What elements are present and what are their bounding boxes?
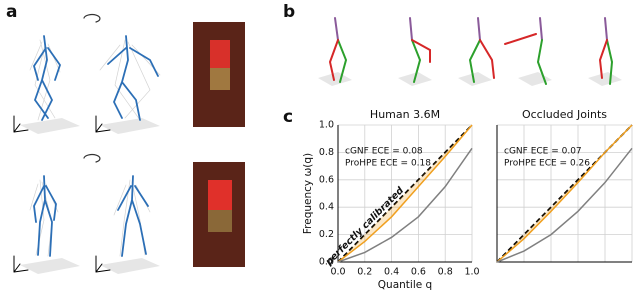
rotation-arrows <box>83 13 101 163</box>
x-tick-label: 0.6 <box>411 267 426 278</box>
y-tick-label: 0.6 <box>319 174 334 185</box>
chart-title: Occluded Joints <box>522 108 607 121</box>
panel-label: a <box>6 2 17 22</box>
x-tick-label: 0.2 <box>357 267 372 278</box>
x-axis-label: Quantile q <box>378 279 432 291</box>
y-tick-label: 0.8 <box>319 147 334 158</box>
chart-title: Human 3.6M <box>370 108 440 121</box>
panel-b-poses <box>318 17 622 86</box>
annotation: ProHPE ECE = 0.26 <box>504 159 590 169</box>
series-line <box>496 124 633 263</box>
y-tick-label: 0.4 <box>319 202 334 213</box>
panel-label: c <box>283 107 293 127</box>
photos <box>193 22 245 267</box>
series-line <box>496 147 633 263</box>
ground-planes <box>20 118 160 274</box>
x-tick-label: 0.0 <box>330 267 345 278</box>
y-tick-label: 1.0 <box>319 120 334 131</box>
annotation: cGNF ECE = 0.07 <box>504 147 582 157</box>
calibration-gap <box>338 125 472 262</box>
annotation: cGNF ECE = 0.08 <box>345 147 423 157</box>
pose-skeletons <box>33 35 159 257</box>
x-tick-label: 0.4 <box>384 267 399 278</box>
series-line <box>337 124 473 263</box>
x-tick-label: 0.8 <box>438 267 453 278</box>
y-tick-label: 0.0 <box>319 257 334 268</box>
series-line <box>337 147 473 263</box>
annotation: ProHPE ECE = 0.18 <box>345 159 431 169</box>
pose-ghosts <box>29 39 161 257</box>
pose-illustrations <box>13 13 622 274</box>
panel-label: b <box>283 2 295 22</box>
y-tick-label: 0.2 <box>319 229 334 240</box>
y-axis-label: Frequency ω(q) <box>302 153 314 234</box>
x-tick-label: 1.0 <box>464 267 479 278</box>
axis-glyphs <box>13 115 111 273</box>
